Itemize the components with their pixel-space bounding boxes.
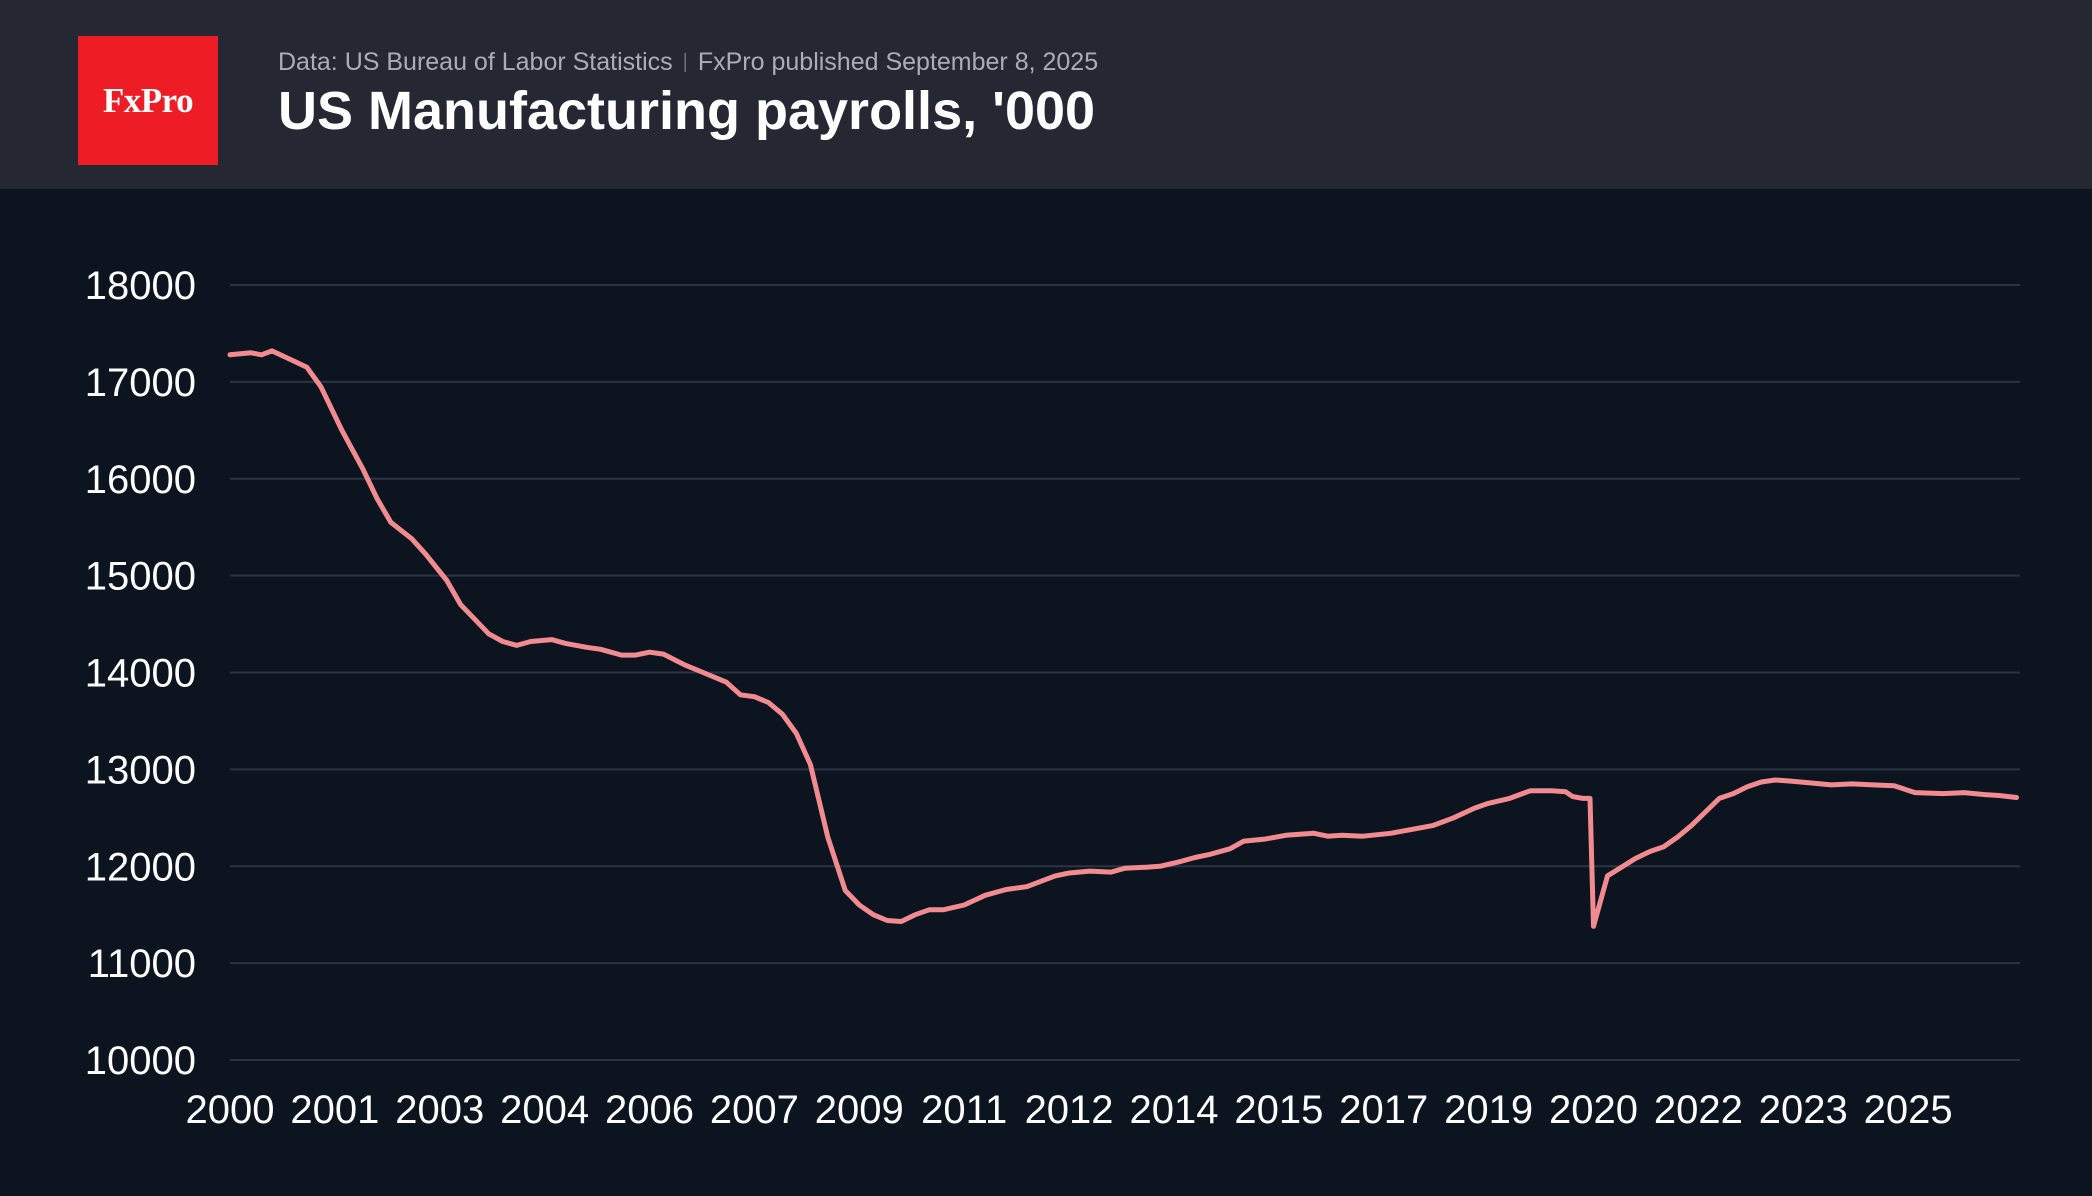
logo-text: FxPro	[102, 80, 194, 120]
x-axis-ticks: 2000 2001 2003 2004 2006 2007 2009 2011 2012 2014…	[186, 1088, 1953, 1132]
grid-lines	[230, 284, 2020, 1061]
data-source: Data: US Bureau of Labor Statistics	[278, 48, 673, 76]
x-tick-label: 2007	[710, 1088, 799, 1132]
x-tick-label: 2000	[186, 1088, 275, 1132]
y-axis-ticks: 10000 11000 12000 13000 14000 15000 16000 17000…	[85, 264, 196, 1083]
x-tick-label: 2004	[500, 1088, 589, 1132]
series-layer	[227, 348, 2019, 929]
y-tick-label: 17000	[85, 361, 196, 405]
y-tick-label: 14000	[85, 652, 196, 696]
x-tick-label: 2015	[1234, 1088, 1323, 1132]
y-tick-label: 11000	[88, 942, 196, 986]
x-tick-label: 2006	[605, 1088, 694, 1132]
x-tick-label: 2009	[815, 1088, 904, 1132]
x-tick-label: 2020	[1549, 1088, 1638, 1132]
header-bar: FxPro Data: US Bureau of Labor Statistic…	[0, 0, 2092, 189]
x-tick-label: 2001	[290, 1088, 379, 1132]
separator-glyph: |	[682, 51, 688, 73]
x-tick-label: 2017	[1339, 1088, 1428, 1132]
x-tick-label: 2003	[395, 1088, 484, 1132]
chart-title: US Manufacturing payrolls, '000	[278, 81, 1096, 141]
x-tick-label: 2019	[1444, 1088, 1533, 1132]
source-line: Data: US Bureau of Labor Statistics | FxPr…	[278, 48, 1098, 77]
y-tick-label: 13000	[85, 748, 196, 792]
y-tick-label: 15000	[85, 555, 196, 599]
x-tick-label: 2011	[921, 1088, 1007, 1132]
y-tick-label: 16000	[85, 458, 196, 502]
series-line	[227, 348, 2019, 929]
published-date: FxPro published September 8, 2025	[697, 48, 1099, 76]
x-tick-label: 2023	[1759, 1088, 1848, 1132]
x-tick-label: 2022	[1654, 1088, 1743, 1132]
x-tick-label: 2014	[1129, 1088, 1218, 1132]
y-tick-label: 12000	[85, 845, 196, 889]
y-tick-label: 10000	[85, 1039, 196, 1083]
x-tick-label: 2025	[1864, 1088, 1953, 1132]
x-tick-label: 2012	[1025, 1088, 1114, 1132]
fxpro-logo: FxPro	[78, 36, 218, 165]
y-tick-label: 18000	[85, 264, 196, 308]
